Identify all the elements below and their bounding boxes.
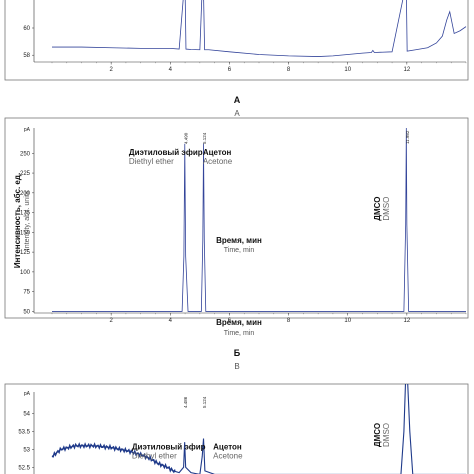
panel-label-en: B: [234, 362, 239, 371]
x-tick-label: 12: [404, 67, 411, 73]
peak-name-ru: Ацетон: [213, 442, 242, 451]
series-noise: [51, 442, 176, 474]
y-tick-label: 58: [23, 53, 30, 59]
x-tick-label: 2: [109, 67, 113, 73]
x-tick-label: 6: [228, 318, 232, 324]
peak-name-ru: Диэтиловый эфир: [132, 442, 206, 451]
peak-name-en: Diethyl ether: [132, 451, 177, 460]
peak-name-ru: ДМСО: [373, 197, 382, 221]
x-tick-label: 10: [344, 67, 351, 73]
x-tick-label: 2: [109, 318, 113, 324]
panel-frame: [4, 0, 469, 81]
x-axis-title-ru: Время, мин: [216, 236, 262, 245]
y-tick-label: 225: [20, 171, 31, 177]
x-axis-title-ru: Время, мин: [216, 318, 262, 327]
y-tick-label: 60: [23, 26, 30, 32]
peak-name-en: DMSO: [382, 197, 391, 221]
x-axis-title-en: Time, min: [224, 330, 255, 337]
peak-name-en: DMSO: [382, 423, 391, 447]
peak-retention-time: 4.490: [183, 132, 188, 144]
y-tick-label: 125: [20, 250, 31, 256]
y-tick-label: 53: [23, 447, 30, 453]
peak-retention-time: 4.486: [183, 396, 188, 408]
series-line: [52, 0, 467, 57]
x-tick-label: 4: [169, 67, 173, 73]
y-tick-label: 50: [23, 309, 30, 315]
y-tick-label: 75: [23, 290, 30, 296]
peak-retention-time: 11.982: [405, 130, 410, 144]
y-axis-title-ru: Интенсивность, абс. ед.: [13, 173, 22, 268]
y-tick-label: 53.5: [18, 429, 30, 435]
peak-name-ru: ДМСО: [373, 423, 382, 447]
y-axis-title-en: Intensity, abs. units: [24, 190, 31, 250]
y-tick-label: 175: [20, 211, 31, 217]
y-tick-label: 100: [20, 270, 31, 276]
y-tick-label: 54: [23, 412, 30, 418]
chart-panel-3: pA 54 53.5 53 52.5 4.486 Диэтиловый эфирDiethy…: [4, 383, 469, 474]
peak-retention-time: 5.124: [202, 132, 207, 144]
y-unit-label: pA: [24, 127, 31, 133]
y-tick-label: 150: [20, 230, 31, 236]
x-tick-label: 8: [287, 318, 291, 324]
panel-frame: [4, 117, 469, 319]
panel-label-ru: А: [234, 95, 241, 105]
y-tick-label: 52.5: [18, 465, 30, 471]
chart-panel-1: 58 60 2 4 6 8 10 12 Время, мин Time, min АA: [4, 0, 469, 254]
panel-frame: [4, 383, 469, 474]
x-tick-label: 4: [169, 318, 173, 324]
peak-name-en: Acetone: [213, 451, 243, 460]
x-tick-label: 8: [287, 67, 291, 73]
x-axis-title-en: Time, min: [224, 247, 255, 254]
peak-name-en: Acetone: [203, 157, 233, 166]
peak-retention-time: 5.124: [202, 396, 207, 408]
x-tick-label: 10: [344, 318, 351, 324]
x-tick-label: 6: [228, 67, 232, 73]
series-line: [51, 384, 466, 474]
y-unit-label: pA: [24, 391, 31, 397]
y-tick-label: 250: [20, 151, 31, 157]
peak-name-en: Diethyl ether: [129, 157, 174, 166]
panel-label-ru: Б: [234, 348, 241, 358]
peak-name-ru: Ацетон: [203, 148, 232, 157]
chart-panel-2: pA 50 75 100 125 150 175 200 225 250 2 4 6 8 10 12 Время…: [4, 117, 469, 371]
series-line: [52, 127, 466, 312]
peak-name-ru: Диэтиловый эфир: [129, 148, 203, 157]
y-tick-label: 200: [20, 191, 31, 197]
x-tick-label: 12: [404, 318, 411, 324]
panel-label-en: A: [234, 109, 240, 118]
